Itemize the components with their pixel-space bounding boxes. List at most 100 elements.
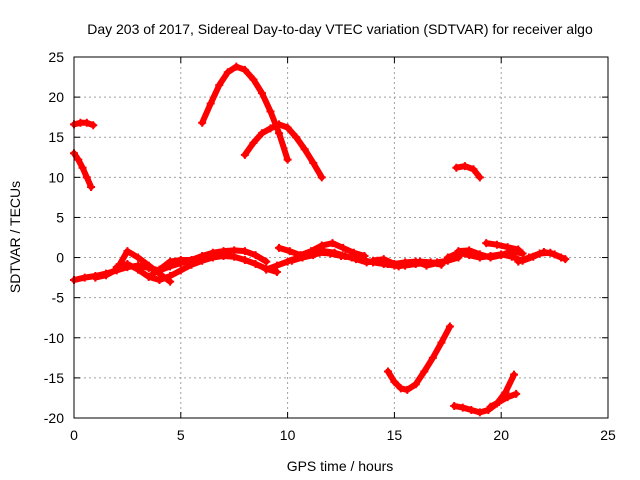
data-point (144, 272, 153, 281)
series-arc-2 (70, 149, 96, 191)
data-point (155, 265, 164, 274)
data-point (309, 251, 318, 260)
data-point (514, 257, 523, 266)
data-point (396, 384, 405, 393)
data-point (166, 272, 175, 281)
data-point (514, 245, 523, 254)
data-point (383, 367, 392, 376)
data-point (292, 133, 301, 142)
data-layer (70, 62, 570, 417)
x-tick-label: 10 (280, 427, 296, 443)
data-point (240, 255, 249, 264)
data-point (155, 276, 164, 285)
data-point (123, 259, 132, 268)
data-point (287, 256, 296, 265)
series-trace (487, 390, 520, 410)
series-trace (483, 240, 522, 253)
data-point (465, 246, 474, 255)
data-point (74, 155, 83, 164)
data-point (87, 182, 96, 191)
series-arc-14 (275, 239, 369, 260)
data-point (460, 162, 469, 171)
data-point (546, 248, 555, 257)
data-point (262, 265, 271, 274)
data-point (82, 173, 91, 182)
data-point (251, 259, 260, 268)
data-point (341, 251, 350, 260)
data-point (198, 118, 207, 127)
data-point (512, 389, 521, 398)
data-point (285, 247, 294, 256)
data-point (206, 99, 215, 108)
data-point (319, 247, 328, 256)
data-point (475, 173, 484, 182)
series-arc-5 (452, 162, 484, 182)
data-point (198, 254, 207, 263)
data-point (91, 273, 100, 282)
data-point (134, 265, 143, 274)
series-arc-19 (482, 239, 523, 254)
data-point (257, 129, 266, 138)
data-point (275, 243, 284, 252)
data-point (390, 259, 399, 268)
data-point (251, 251, 260, 260)
data-point (89, 121, 98, 130)
data-point (401, 258, 410, 267)
data-point (249, 138, 258, 147)
data-point (219, 251, 228, 260)
data-point (240, 247, 249, 256)
x-axis-title: GPS time / hours (287, 458, 394, 474)
data-point (475, 408, 484, 417)
data-point (428, 353, 437, 362)
data-point (176, 255, 185, 264)
x-tick-label: 15 (387, 427, 403, 443)
data-point (495, 397, 504, 406)
data-point (215, 81, 224, 90)
series-arc-7 (450, 370, 519, 417)
data-point (411, 380, 420, 389)
y-tick-label: 10 (48, 169, 64, 185)
data-point (369, 256, 378, 265)
series-trace (113, 252, 280, 284)
series-trace (453, 163, 483, 181)
series-arc-20 (514, 248, 566, 266)
chart-title: Day 203 of 2017, Sidereal Day-to-day VTE… (87, 21, 593, 37)
data-point (176, 266, 185, 275)
data-point (452, 163, 461, 172)
data-point (330, 248, 339, 257)
data-point (467, 405, 476, 414)
data-point (249, 75, 258, 84)
data-point (123, 247, 132, 256)
data-point (379, 255, 388, 264)
data-point (492, 240, 501, 249)
series-arc-8 (486, 389, 521, 411)
data-point (450, 401, 459, 410)
data-point (275, 129, 284, 138)
data-point (275, 120, 284, 129)
data-point (232, 62, 241, 71)
x-tick-label: 20 (493, 427, 509, 443)
data-point (390, 377, 399, 386)
data-point (411, 257, 420, 266)
data-point (266, 124, 275, 133)
data-point (524, 253, 533, 262)
y-tick-label: 5 (56, 209, 64, 225)
data-point (223, 68, 232, 77)
data-point (317, 241, 326, 250)
data-point (283, 123, 292, 132)
series-arc-1 (70, 118, 98, 130)
y-tick-label: 20 (48, 89, 64, 105)
data-point (298, 253, 307, 262)
data-point (454, 247, 463, 256)
data-point (503, 243, 512, 252)
data-point (240, 150, 249, 159)
y-axis-title: SDTVAR / TECUs (7, 181, 23, 293)
data-point (482, 239, 491, 248)
y-tick-label: 25 (48, 49, 64, 65)
ticks-layer: 0 5 10 15 20 25 -20 -15 -10 -5 0 5 10 15 20 25 (44, 49, 616, 443)
data-point (437, 338, 446, 347)
data-point (510, 370, 519, 379)
y-tick-label: 0 (56, 250, 64, 266)
